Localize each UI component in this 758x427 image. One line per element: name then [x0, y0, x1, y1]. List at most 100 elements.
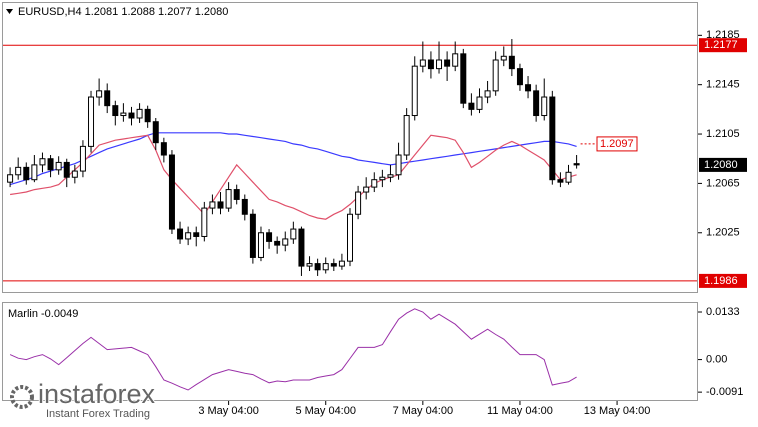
candle-body: [533, 90, 540, 117]
candle-body: [79, 145, 86, 172]
candle-body: [298, 228, 305, 267]
candle-body: [338, 260, 345, 267]
candle-body: [136, 108, 143, 119]
candle-body: [322, 263, 329, 271]
candle-body: [23, 166, 30, 181]
candle-body: [96, 90, 103, 98]
candle-body: [419, 59, 426, 67]
candle-body: [225, 189, 232, 209]
y-tick-label: 0.00: [706, 353, 727, 365]
menu-triangle: [6, 9, 13, 14]
y-tick-label: 0.0133: [706, 306, 740, 318]
candle-body: [185, 232, 192, 240]
candle-body: [525, 84, 532, 92]
candle-body: [573, 163, 580, 166]
candle-body: [355, 191, 362, 215]
candle-body: [112, 105, 119, 117]
candle-body: [88, 96, 95, 147]
chart-title: EURUSD,H4 1.2081 1.2088 1.2077 1.2080: [18, 6, 228, 18]
candle-body: [460, 53, 467, 104]
y-tick-label: 1.2025: [706, 227, 740, 239]
current-price-box: [699, 157, 747, 172]
candle-body: [63, 161, 70, 178]
candle-body: [363, 186, 370, 193]
candle-body: [15, 166, 22, 176]
candle-body: [330, 263, 337, 267]
candle-body: [403, 115, 410, 156]
candle-body: [177, 228, 184, 240]
price-label-box: [596, 136, 638, 152]
candle-body: [128, 112, 135, 119]
x-tick-label: 7 May 04:00: [393, 405, 454, 417]
candle-body: [31, 164, 38, 181]
moving-average: [9, 132, 577, 186]
candle-body: [452, 53, 459, 67]
candle-body: [233, 189, 240, 200]
candle-body: [492, 59, 499, 92]
y-tick-label: 1.2105: [706, 128, 740, 140]
candle-body: [39, 158, 46, 166]
candle-body: [241, 198, 248, 215]
candle-body: [436, 59, 443, 70]
price-label: 1.2097: [600, 138, 634, 150]
candle-body: [71, 170, 78, 178]
candle-body: [104, 90, 111, 107]
candle-body: [549, 96, 556, 181]
candle-body: [347, 213, 353, 262]
candle-body: [266, 232, 273, 242]
level-label: 1.1986: [704, 275, 738, 287]
candle-body: [411, 65, 418, 117]
x-tick-label: 11 May 04:00: [487, 405, 553, 417]
x-tick-label: 3 May 04:00: [198, 405, 259, 417]
candle-body: [193, 232, 200, 237]
candle-body: [249, 213, 256, 258]
watermark: instaforex Instant Forex Trading: [10, 378, 157, 421]
candle-body: [282, 238, 289, 246]
candle-body: [387, 174, 394, 178]
watermark-brand: instaforex: [38, 379, 156, 409]
candle-body: [314, 263, 321, 271]
candle-body: [152, 121, 159, 144]
candle-body: [476, 96, 483, 110]
candle-body: [55, 161, 62, 171]
candle-body: [274, 240, 281, 246]
moving-average: [10, 134, 577, 220]
candle-body: [468, 102, 475, 110]
candle-body: [257, 232, 264, 258]
candle-body: [427, 59, 434, 70]
oscillator-line: [9, 308, 577, 391]
candle-body: [500, 55, 507, 61]
candle-body: [120, 112, 127, 117]
oscillator-title: Marlin -0.0049: [8, 308, 78, 320]
candle-body: [541, 96, 548, 117]
candle-body: [306, 263, 313, 267]
candle-body: [201, 207, 208, 237]
x-tick-label: 5 May 04:00: [295, 405, 356, 417]
candle-body: [565, 171, 572, 183]
y-tick-label: -0.0091: [706, 386, 743, 398]
candle-body: [160, 142, 167, 156]
level-label: 1.2177: [704, 39, 738, 51]
watermark-tagline: Instant Forex Trading: [46, 408, 150, 420]
level-label-box: [699, 273, 747, 288]
y-tick-label: 1.2145: [706, 79, 740, 91]
y-tick-label: 1.2065: [706, 177, 740, 189]
current-price-label: 1.2080: [704, 159, 738, 171]
candle-body: [516, 68, 523, 86]
candle-body: [444, 59, 451, 67]
candle-body: [168, 154, 175, 230]
x-tick-label: 13 May 04:00: [584, 405, 651, 417]
candle-body: [290, 228, 297, 240]
candle-body: [379, 176, 386, 181]
candle-body: [209, 201, 216, 209]
candle-body: [395, 154, 402, 176]
level-label-box: [699, 38, 747, 53]
candle-body: [144, 108, 151, 123]
candle-body: [508, 55, 515, 70]
candle-body: [371, 179, 378, 188]
candle-body: [47, 158, 54, 171]
oscillator-panel: [2, 302, 698, 401]
candle-body: [484, 90, 491, 98]
watermark-icon: [10, 385, 34, 409]
